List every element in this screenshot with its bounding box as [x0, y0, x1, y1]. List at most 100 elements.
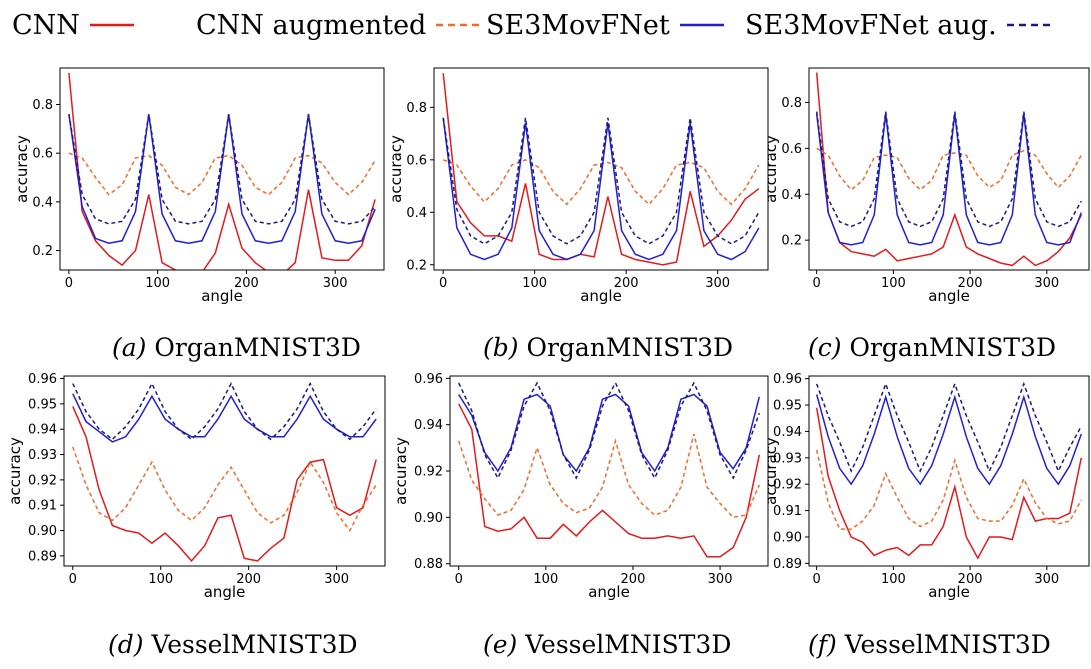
x-tick-label: 200 — [958, 276, 983, 291]
x-tick-label: 100 — [533, 572, 558, 587]
y-tick-label: 0.6 — [781, 142, 802, 157]
panel-caption: (c) OrganMNIST3D — [808, 333, 1056, 362]
y-axis-label: accuracy — [6, 437, 24, 505]
y-tick-label: 0.8 — [406, 101, 427, 116]
panel-caption-text: VesselMNIST3D — [844, 630, 1051, 659]
chart-panel: 0 100 200 300 0.89 0.90 0.91 0.92 0.93 0.94 0.95 0.… — [762, 372, 1091, 604]
series-line — [815, 407, 1083, 560]
legend-swatch — [89, 23, 134, 27]
x-axis-label: angle — [588, 583, 630, 601]
plot-area — [815, 381, 1083, 560]
panel-caption-letter: (b) — [483, 333, 519, 362]
y-tick-label: 0.92 — [773, 478, 802, 493]
y-tick-label: 0.4 — [32, 195, 53, 210]
y-tick-label: 0.90 — [414, 511, 443, 526]
series-line — [815, 394, 1083, 486]
panel-caption-letter: (f) — [808, 630, 837, 659]
legend-label: CNN augmented — [196, 9, 427, 41]
series-line — [442, 117, 760, 261]
y-axis-label: accuracy — [392, 437, 410, 505]
legend-item: CNN augmented — [196, 8, 482, 42]
plot-area — [68, 72, 376, 270]
y-tick-label: 0.2 — [406, 258, 427, 273]
panel-caption-letter: (a) — [112, 333, 147, 362]
series-line — [815, 72, 1082, 267]
series-line — [457, 433, 760, 519]
y-tick-label: 0.96 — [28, 372, 57, 387]
x-tick-label: 300 — [323, 276, 348, 291]
panel-caption-letter: (e) — [483, 630, 518, 659]
plot-frame — [433, 67, 769, 271]
y-axis-label: accuracy — [387, 135, 405, 203]
x-tick-label: 100 — [145, 276, 170, 291]
y-tick-label: 0.91 — [773, 504, 802, 519]
plot-frame — [808, 375, 1090, 567]
y-tick-label: 0.94 — [414, 418, 443, 433]
y-tick-label: 0.89 — [28, 549, 57, 564]
x-tick-label: 200 — [614, 276, 639, 291]
panel-caption-text: OrganMNIST3D — [849, 333, 1057, 362]
y-tick-label: 0.95 — [773, 399, 802, 414]
legend-label: CNN — [12, 9, 80, 41]
x-tick-label: 0 — [69, 572, 77, 587]
chart-svg: 0 100 200 300 0.2 0.4 0.6 0.8 angle accuracy — [13, 67, 385, 305]
y-tick-label: 0.6 — [406, 153, 427, 168]
panel-caption-letter: (d) — [108, 630, 144, 659]
chart-svg: 0 100 200 300 0.2 0.4 0.6 0.8 angle accuracy — [387, 67, 769, 305]
y-tick-label: 0.2 — [781, 234, 802, 249]
panel-caption: (f) VesselMNIST3D — [808, 630, 1051, 659]
y-tick-label: 0.4 — [406, 206, 427, 221]
x-tick-label: 200 — [236, 572, 261, 587]
x-axis-label: angle — [204, 583, 246, 601]
x-axis-label: angle — [580, 287, 622, 305]
series-line — [72, 446, 377, 532]
series-line — [72, 381, 377, 441]
x-tick-label: 300 — [1034, 276, 1059, 291]
chart-panel: 0 100 200 300 0.2 0.4 0.6 0.8 angle accuracy — [13, 60, 386, 305]
x-tick-label: 300 — [705, 276, 730, 291]
x-tick-label: 100 — [881, 276, 906, 291]
y-tick-label: 0.4 — [781, 188, 802, 203]
plot-area — [442, 73, 760, 266]
series-line — [815, 381, 1082, 473]
series-line — [458, 381, 761, 480]
series-line — [68, 114, 376, 225]
series-line — [442, 117, 760, 245]
y-axis-label: accuracy — [762, 437, 780, 505]
plot-frame — [59, 67, 385, 271]
chart-svg: 0 100 200 300 0.2 0.4 0.6 0.8 angle accuracy — [762, 67, 1090, 305]
x-tick-label: 300 — [708, 572, 733, 587]
legend-swatch — [679, 23, 724, 27]
series-line — [458, 393, 761, 473]
y-axis-label: accuracy — [762, 135, 780, 203]
series-line — [815, 449, 1082, 530]
legend-label: SE3MovFNet aug. — [745, 9, 997, 41]
legend-label: SE3MovFNet — [486, 9, 670, 41]
y-tick-label: 0.2 — [32, 244, 53, 259]
y-tick-label: 0.95 — [28, 397, 57, 412]
y-tick-label: 0.94 — [773, 425, 802, 440]
y-tick-label: 0.92 — [28, 473, 57, 488]
plot-frame — [808, 67, 1090, 271]
x-tick-label: 300 — [324, 572, 349, 587]
series-line — [72, 393, 377, 443]
x-tick-label: 100 — [881, 572, 906, 587]
series-line — [815, 113, 1082, 246]
legend-swatch — [436, 23, 481, 27]
legend-item: CNN — [12, 8, 136, 42]
y-tick-label: 0.88 — [414, 557, 443, 572]
y-tick-label: 0.8 — [781, 96, 802, 111]
panel-caption-text: OrganMNIST3D — [526, 333, 734, 362]
plot-frame — [63, 375, 386, 567]
panel-caption: (e) VesselMNIST3D — [483, 630, 731, 659]
panel-caption: (b) OrganMNIST3D — [483, 333, 733, 362]
legend-item: SE3MovFNet aug. — [745, 8, 1053, 42]
x-tick-label: 200 — [958, 572, 983, 587]
panel-caption: (a) OrganMNIST3D — [112, 333, 361, 362]
y-tick-label: 0.90 — [773, 530, 802, 545]
x-tick-label: 0 — [439, 276, 447, 291]
y-tick-label: 0.90 — [28, 524, 57, 539]
chart-panel: 0 100 200 300 0.88 0.90 0.92 0.94 0.96 angle accur… — [392, 372, 770, 604]
x-tick-label: 0 — [455, 572, 463, 587]
series-line — [72, 406, 377, 563]
